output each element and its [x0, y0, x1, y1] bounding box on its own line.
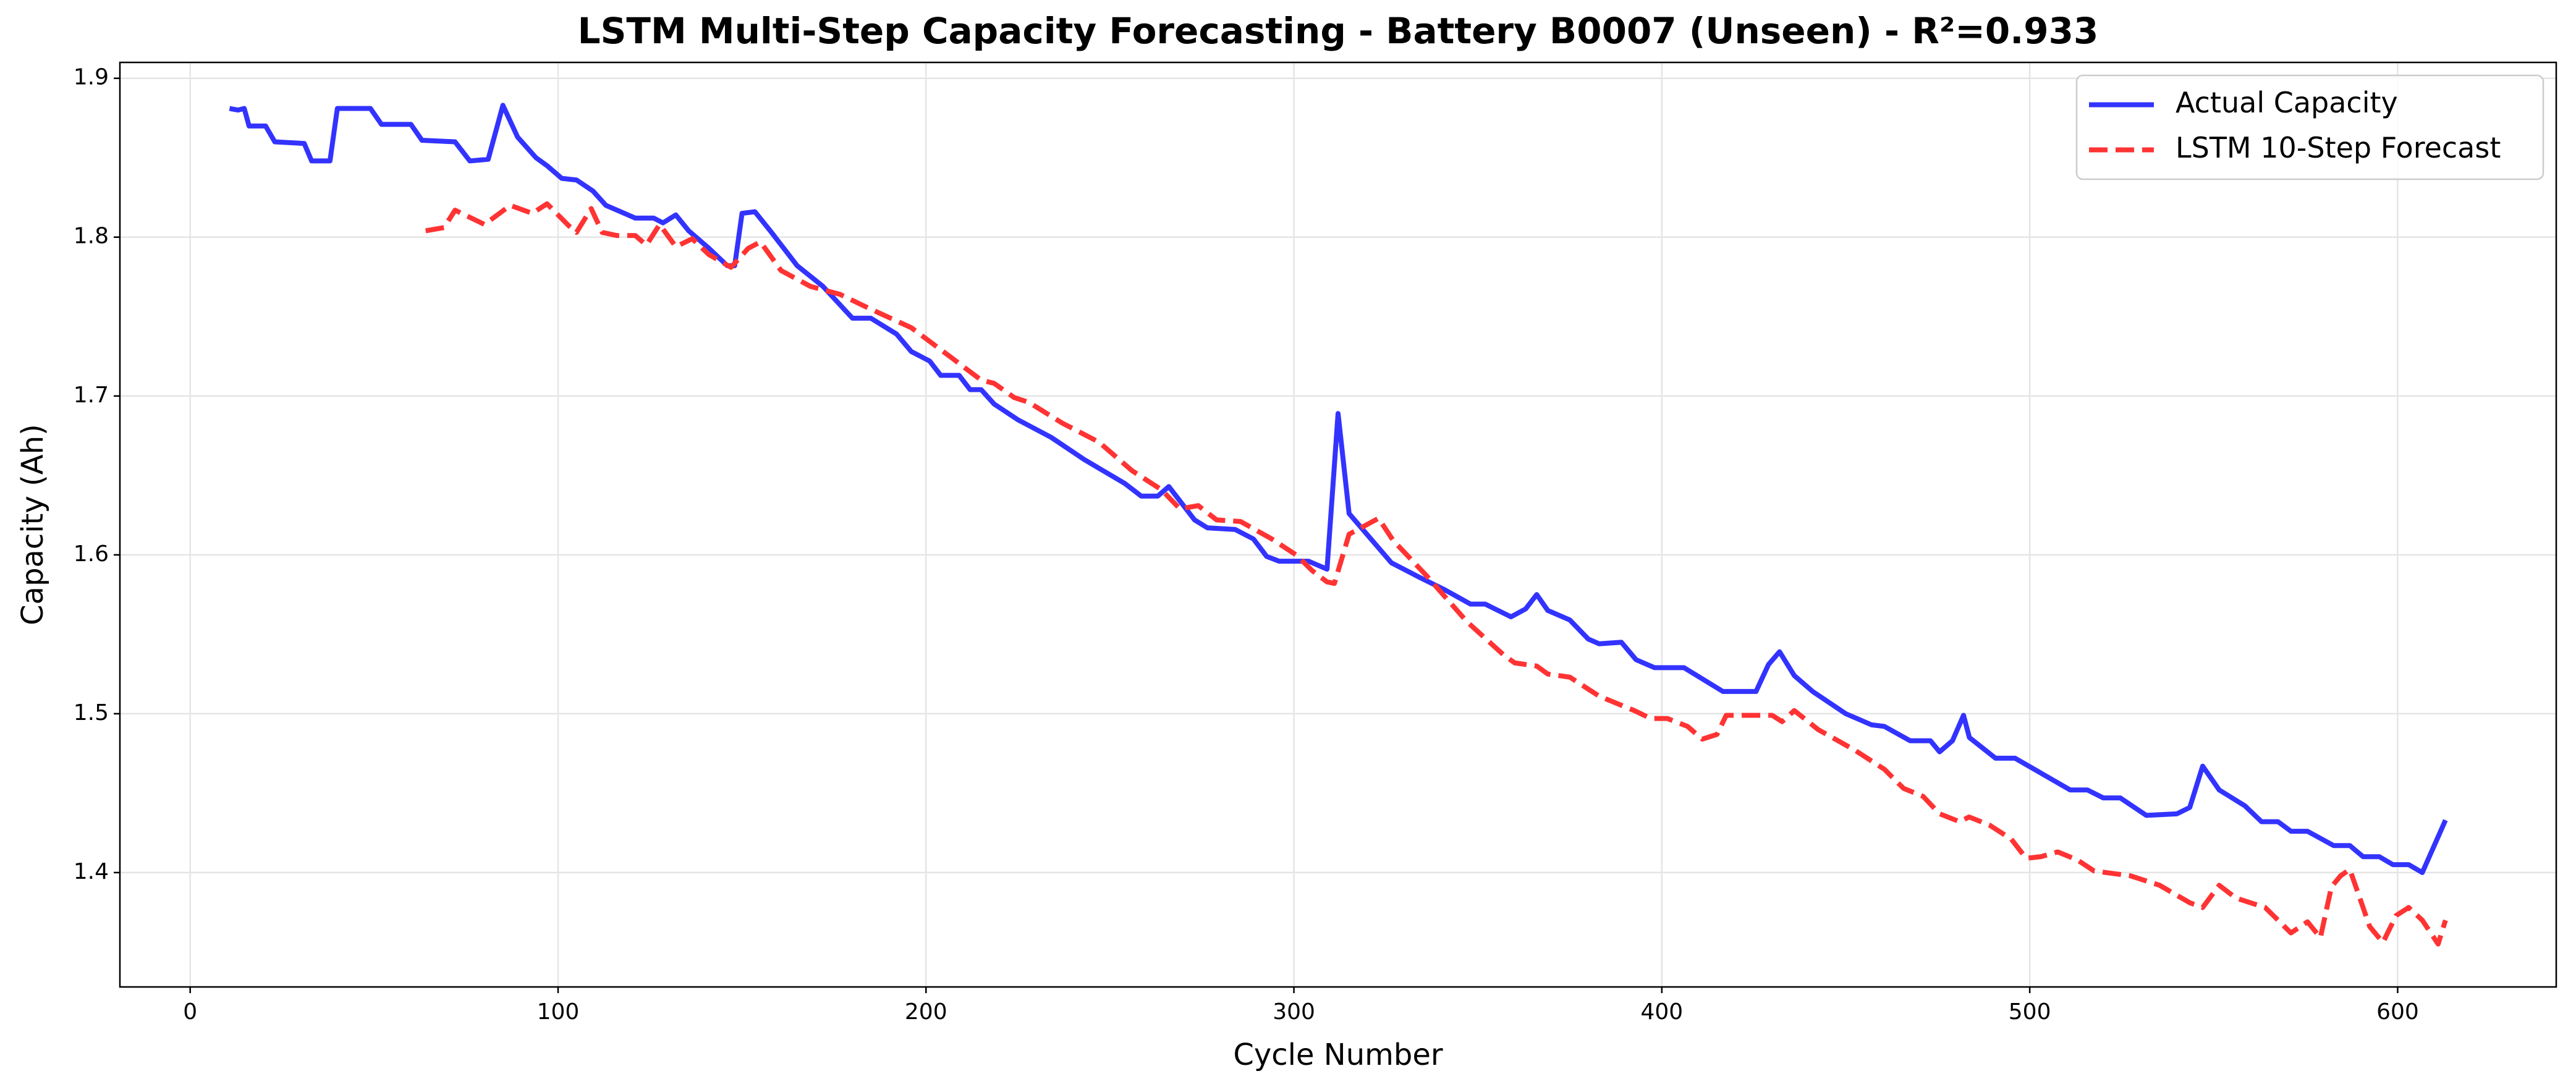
axes-frame [119, 61, 2557, 988]
x-tick-label: 0 [183, 999, 197, 1025]
legend: Actual Capacity LSTM 10-Step Forecast [2075, 74, 2544, 180]
y-tick-label: 1.9 [74, 65, 109, 90]
y-tick-label: 1.6 [74, 541, 109, 567]
data-line [229, 103, 2448, 875]
x-tick-label: 100 [537, 999, 580, 1025]
x-tick-label: 600 [2376, 999, 2419, 1025]
legend-box [2075, 74, 2544, 180]
x-tick-label: 200 [905, 999, 947, 1025]
x-tick-label: 300 [1273, 999, 1315, 1025]
x-tick-label: 400 [1640, 999, 1683, 1025]
y-tick-label: 1.4 [74, 859, 109, 884]
y-axis-label: Capacity (Ah) [15, 424, 50, 625]
y-tick-label: 1.5 [74, 700, 109, 726]
x-tick-label: 500 [2009, 999, 2051, 1025]
legend-label: LSTM 10-Step Forecast [2176, 131, 2501, 164]
y-tick-label: 1.8 [74, 224, 109, 249]
x-axis-label: Cycle Number [1233, 1038, 1443, 1072]
chart-title: LSTM Multi-Step Capacity Forecasting - B… [578, 10, 2099, 52]
data-line [425, 201, 2448, 947]
legend-label: Actual Capacity [2176, 86, 2398, 119]
y-tick-label: 1.7 [74, 383, 109, 408]
